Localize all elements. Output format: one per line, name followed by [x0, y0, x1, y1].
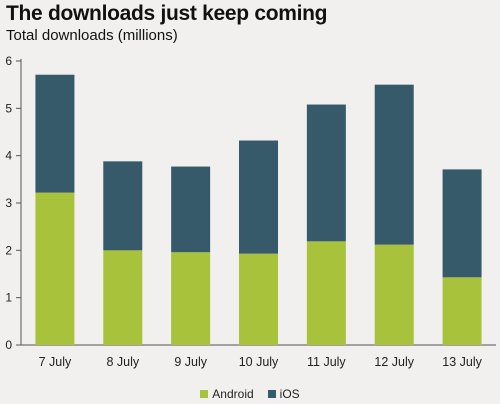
x-tick-label-0: 7 July [39, 355, 72, 369]
x-tick-label-2: 9 July [174, 355, 207, 369]
bar-ios-6 [442, 169, 482, 278]
y-tick-label-3: 3 [5, 196, 12, 210]
bar-ios-0 [35, 74, 75, 193]
x-tick-label-5: 12 July [374, 355, 414, 369]
x-tick-label-6: 13 July [442, 355, 482, 369]
bar-android-2 [171, 252, 211, 345]
bar-ios-2 [171, 166, 211, 253]
legend-label-android: Android [212, 387, 254, 401]
bar-android-1 [103, 250, 143, 345]
chart-legend: Android iOS [0, 387, 500, 401]
x-tick-label-1: 8 July [106, 355, 139, 369]
x-tick-label-4: 11 July [307, 355, 346, 369]
legend-item-android: Android [200, 387, 254, 401]
bar-android-3 [239, 253, 278, 345]
legend-swatch-android [200, 390, 209, 398]
y-tick-label-5: 5 [5, 101, 12, 115]
bar-android-4 [306, 241, 346, 345]
bar-android-6 [442, 277, 482, 345]
chart-subtitle: Total downloads (millions) [6, 27, 178, 44]
bar-android-0 [35, 192, 75, 345]
bar-ios-3 [239, 140, 278, 254]
y-tick-label-2: 2 [5, 243, 12, 257]
y-tick-label-1: 1 [5, 291, 12, 305]
legend-label-ios: iOS [279, 387, 300, 401]
legend-swatch-ios [267, 390, 276, 398]
y-tick-label-0: 0 [5, 338, 12, 352]
y-tick-label-6: 6 [5, 54, 12, 68]
legend-item-ios: iOS [267, 387, 300, 401]
bar-ios-5 [374, 84, 414, 245]
bar-ios-4 [306, 104, 346, 242]
chart-title: The downloads just keep coming [6, 2, 328, 25]
bar-ios-1 [103, 161, 143, 251]
y-tick-label-4: 4 [5, 149, 12, 163]
bar-android-5 [374, 244, 414, 345]
x-tick-label-3: 10 July [239, 355, 279, 369]
